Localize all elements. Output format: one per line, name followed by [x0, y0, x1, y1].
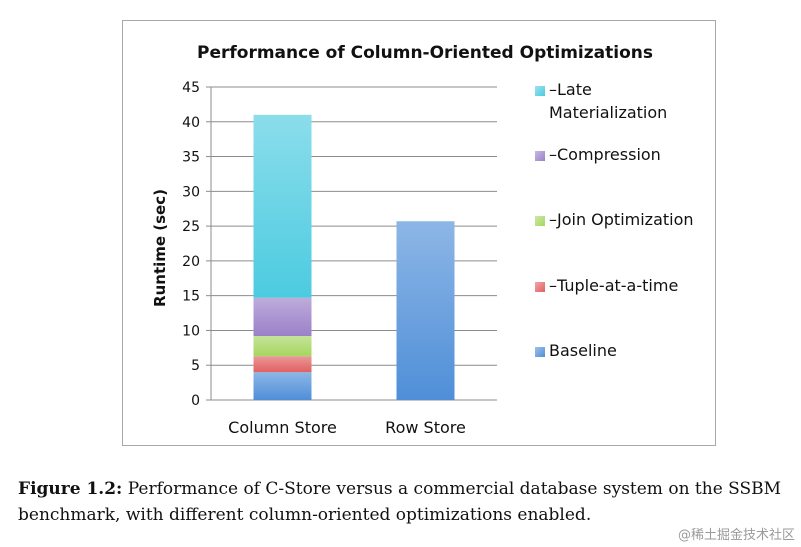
legend-label: –Compression — [549, 145, 661, 164]
chart-frame: 0 5 10 15 20 25 30 35 40 45 Column Store Row Store … — [122, 20, 716, 446]
y-tick-label: 5 — [191, 358, 200, 374]
bars — [253, 114, 455, 400]
bar-segment — [253, 297, 312, 337]
bar-segment — [253, 114, 312, 298]
legend-swatch — [535, 282, 545, 292]
legend-label: Materialization — [549, 103, 667, 122]
y-tick-label: 10 — [182, 323, 200, 339]
y-tick-label: 0 — [191, 393, 200, 409]
x-category-label: Column Store — [228, 418, 337, 437]
bar-segment — [253, 336, 312, 357]
legend-swatch — [535, 347, 545, 357]
y-tick-label: 15 — [182, 289, 200, 305]
watermark: @稀土掘金技术社区 — [677, 528, 795, 543]
bar-segment — [253, 372, 312, 400]
y-tick-label: 35 — [182, 150, 200, 166]
x-category-label: Row Store — [385, 418, 466, 437]
legend-swatch — [535, 216, 545, 226]
y-tick-label: 20 — [182, 254, 200, 270]
legend-label: –Join Optimization — [549, 210, 694, 229]
legend-label: Baseline — [549, 341, 617, 360]
legend-swatch — [535, 151, 545, 161]
legend-label: –Late — [549, 80, 592, 99]
caption-label: Figure 1.2: — [18, 479, 123, 499]
figure-caption: Figure 1.2: Performance of C-Store versu… — [18, 476, 788, 528]
caption-text: Performance of C-Store versus a commerci… — [18, 479, 782, 525]
axes: 0 5 10 15 20 25 30 35 40 45 Column Store Row Store — [182, 80, 466, 437]
y-tick-label: 45 — [182, 80, 200, 96]
bar-segment — [253, 356, 312, 373]
y-tick-label: 40 — [182, 115, 200, 131]
y-tick-label: 25 — [182, 219, 200, 235]
legend-swatch — [535, 86, 545, 96]
y-axis-label: Runtime (sec) — [151, 189, 169, 307]
y-tick-label: 30 — [182, 184, 200, 200]
chart-title: Performance of Column-Oriented Optimizat… — [197, 43, 653, 63]
bar-segment — [396, 221, 455, 400]
legend: –Late Materialization –Compression –Join Op… — [535, 80, 694, 360]
legend-label: –Tuple-at-a-time — [549, 276, 678, 295]
